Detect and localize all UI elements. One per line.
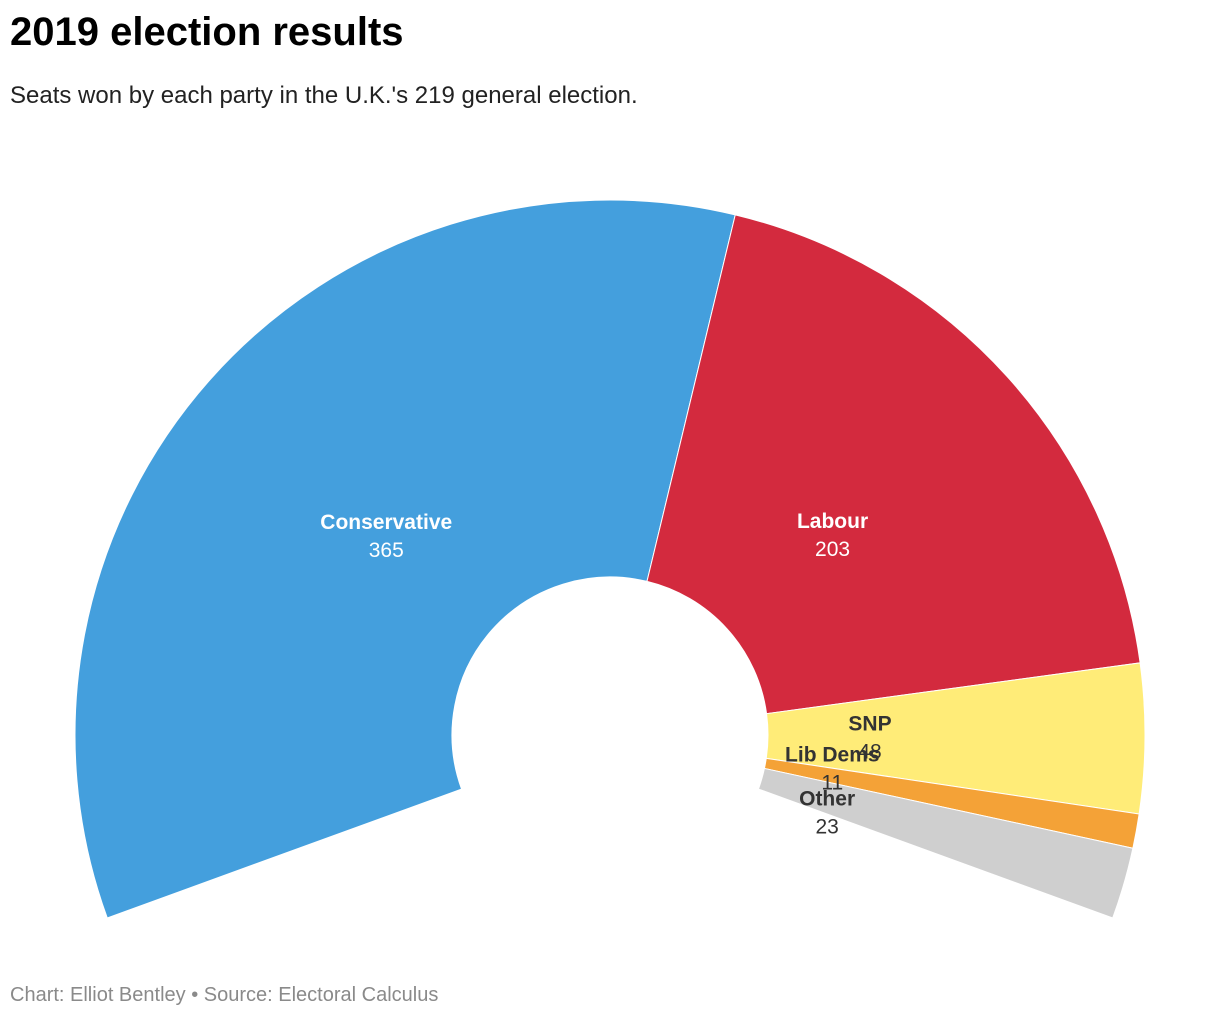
label-lib-dems-value: 11 [821,772,843,795]
chart-footer: Chart: Elliot Bentley • Source: Electora… [10,984,438,1007]
slice-labour [646,214,1141,715]
chart-subtitle: Seats won by each party in the U.K.'s 21… [10,82,638,109]
slice-other [757,767,1134,919]
slice-conservative [74,199,736,919]
label-lib-dems-name: Lib Dems [785,744,880,767]
footer-separator: • [191,984,199,1006]
chart-credit: Chart: Elliot Bentley [10,984,186,1006]
label-conservative-value: 365 [369,539,404,562]
label-snp-name: SNP [848,713,891,736]
label-other-value: 23 [815,816,838,839]
chart-source: Source: Electoral Calculus [203,984,439,1006]
label-labour-value: 203 [815,538,850,561]
label-other-name: Other [799,788,855,811]
label-conservative-name: Conservative [320,511,452,534]
chart-title: 2019 election results [10,10,404,54]
label-snp-value: 48 [858,741,881,764]
label-labour-name: Labour [797,510,868,533]
